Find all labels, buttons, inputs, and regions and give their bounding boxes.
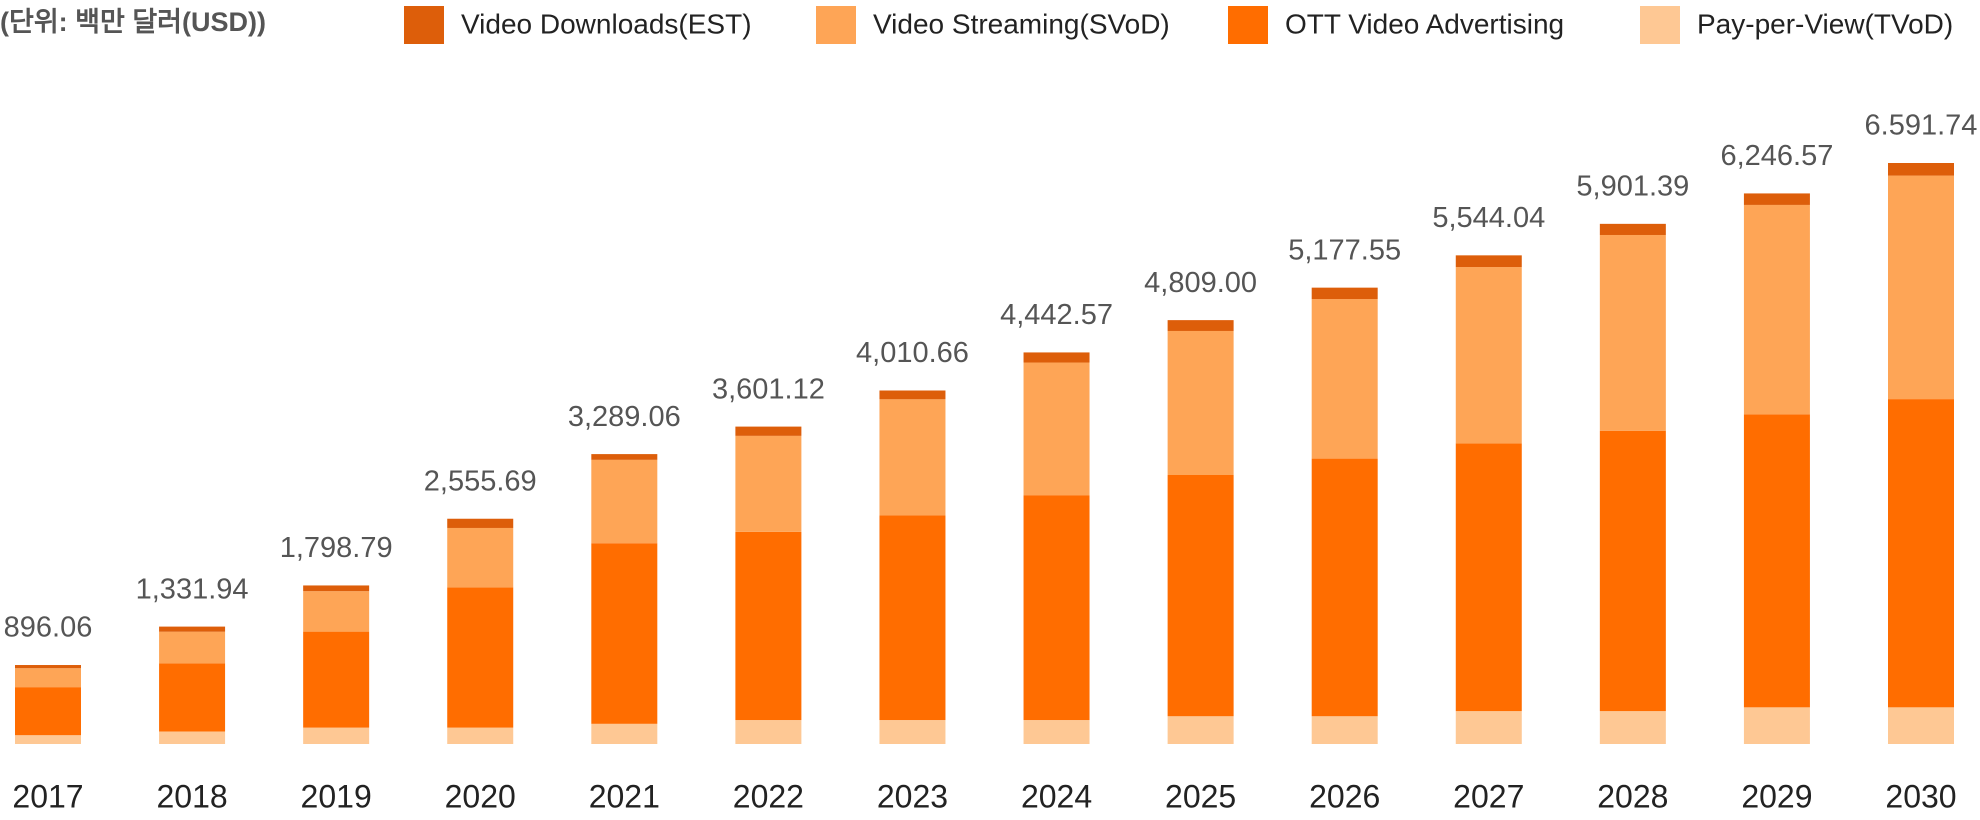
- x-tick-label: 2018: [156, 778, 227, 814]
- bar-segment: [879, 720, 946, 744]
- total-label: 2,555.69: [424, 465, 537, 497]
- bar-segment: [1311, 716, 1378, 744]
- bar-segment: [1888, 175, 1954, 400]
- bar-segment: [1888, 707, 1954, 744]
- bar-segment: [15, 665, 81, 669]
- bar-segment: [591, 454, 658, 460]
- bar-segment: [1455, 443, 1522, 712]
- bar-segment: [1743, 707, 1810, 744]
- bar-segment: [735, 435, 802, 532]
- bar-segment: [591, 723, 658, 744]
- total-label: 1,798.79: [280, 532, 393, 564]
- bar-segment: [1311, 458, 1378, 717]
- bar-segment: [1455, 267, 1522, 444]
- bar-segment: [735, 531, 802, 721]
- total-label: 3,289.06: [568, 401, 681, 433]
- bar-segment: [1599, 430, 1666, 712]
- legend-swatch: [1228, 6, 1268, 44]
- bar-segment: [159, 626, 226, 632]
- legend-label: Video Streaming(SVoD): [873, 8, 1170, 39]
- x-tick-label: 2028: [1597, 778, 1668, 814]
- x-tick-label: 2024: [1021, 778, 1092, 814]
- x-tick-label: 2020: [445, 778, 516, 814]
- total-label: 6,246.57: [1720, 140, 1833, 172]
- legend-label: Video Downloads(EST): [461, 8, 752, 39]
- bar-segment: [1455, 711, 1522, 744]
- bar-segment: [1599, 711, 1666, 744]
- total-label: 896.06: [4, 612, 93, 644]
- bar-segment: [159, 663, 226, 732]
- total-label: 5,177.55: [1288, 234, 1401, 266]
- x-tick-label: 2022: [733, 778, 804, 814]
- bar-segment: [1743, 193, 1810, 205]
- total-label: 3,601.12: [712, 373, 825, 405]
- total-label: 4,010.66: [856, 337, 969, 369]
- legend-label: Pay-per-View(TVoD): [1697, 8, 1953, 39]
- chart-title: (단위: 백만 달러(USD)): [0, 7, 266, 37]
- bar-segment: [1167, 474, 1234, 717]
- bar-segment: [1023, 352, 1090, 363]
- bar-segment: [879, 399, 946, 516]
- bar-segment: [447, 527, 514, 588]
- bar-segment: [1167, 716, 1234, 744]
- bar-segment: [15, 668, 81, 688]
- bar-segment: [1023, 362, 1090, 496]
- total-label: 6.591.74: [1865, 110, 1978, 142]
- x-tick-label: 2023: [877, 778, 948, 814]
- bar-segment: [879, 515, 946, 721]
- bar-segment: [1311, 299, 1378, 459]
- bar-segment: [1167, 320, 1234, 331]
- x-tick-label: 2030: [1885, 778, 1956, 814]
- total-label: 4,442.57: [1000, 299, 1113, 331]
- x-tick-label: 2019: [301, 778, 372, 814]
- bar-segment: [1023, 720, 1090, 744]
- legend-label: OTT Video Advertising: [1285, 8, 1564, 39]
- total-label: 1,331.94: [136, 573, 249, 605]
- bar-segment: [303, 631, 370, 728]
- bar-segment: [591, 459, 658, 544]
- legend-swatch: [1640, 6, 1680, 44]
- bar-segment: [1599, 223, 1666, 235]
- bar-segment: [1599, 234, 1666, 431]
- x-tick-label: 2027: [1453, 778, 1524, 814]
- bar-segment: [447, 587, 514, 728]
- bar-segment: [1455, 255, 1522, 268]
- bar-segment: [735, 720, 802, 744]
- legend-swatch: [816, 6, 856, 44]
- legend-swatch: [404, 6, 444, 44]
- bar-segment: [1743, 204, 1810, 415]
- bar-segment: [447, 727, 514, 744]
- bar-segment: [15, 687, 81, 736]
- bar-segment: [879, 390, 946, 400]
- x-tick-label: 2026: [1309, 778, 1380, 814]
- bar-segment: [159, 631, 226, 664]
- bar-segment: [1167, 330, 1234, 475]
- x-tick-label: 2017: [12, 778, 83, 814]
- bar-segment: [303, 591, 370, 632]
- x-tick-label: 2029: [1741, 778, 1812, 814]
- bar-segment: [1023, 495, 1090, 721]
- x-tick-label: 2021: [589, 778, 660, 814]
- bar-segment: [1743, 414, 1810, 708]
- x-tick-label: 2025: [1165, 778, 1236, 814]
- bar-segment: [15, 735, 81, 744]
- bar-segment: [447, 518, 514, 528]
- bar-segment: [591, 543, 658, 724]
- bar-segment: [303, 727, 370, 744]
- bar-segment: [735, 426, 802, 436]
- total-label: 5,544.04: [1432, 202, 1545, 234]
- bar-segment: [1888, 163, 1954, 176]
- bar-segment: [303, 585, 370, 592]
- bar-segment: [1888, 399, 1954, 708]
- bar-segment: [159, 731, 226, 744]
- total-label: 4,809.00: [1144, 267, 1257, 299]
- bar-segment: [1311, 287, 1378, 300]
- total-label: 5,901.39: [1576, 171, 1689, 203]
